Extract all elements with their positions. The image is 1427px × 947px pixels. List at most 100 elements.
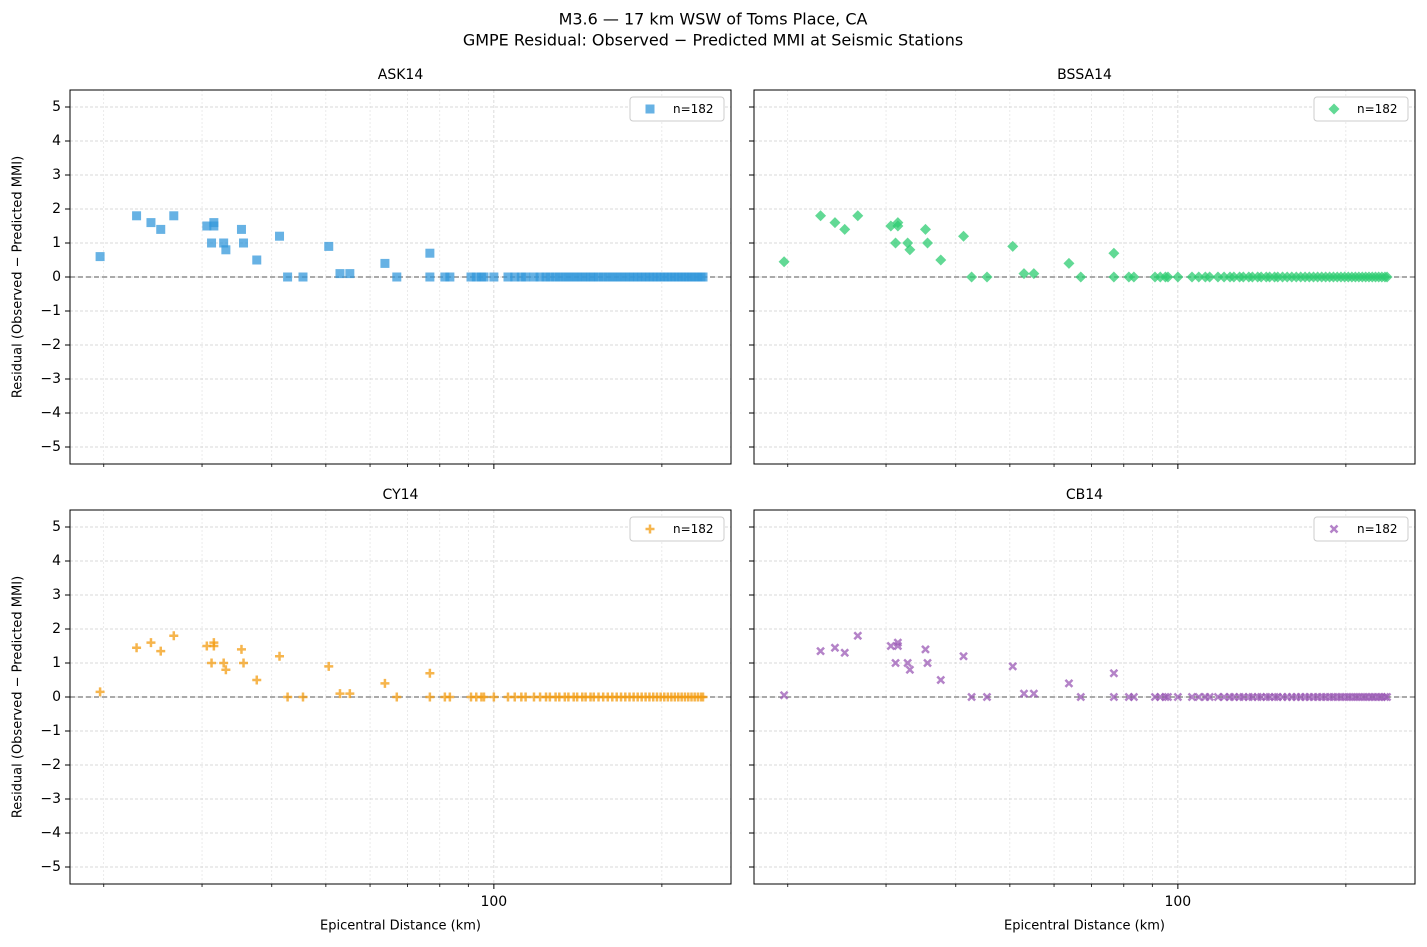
marker	[471, 272, 481, 282]
marker	[830, 643, 840, 653]
y-tick-label: −2	[40, 337, 61, 353]
marker	[169, 631, 179, 641]
marker	[275, 231, 285, 241]
marker	[958, 230, 970, 242]
marker	[95, 687, 105, 697]
marker	[1028, 268, 1040, 280]
y-tick-label: −1	[40, 303, 61, 319]
y-tick-label: −5	[40, 859, 61, 875]
marker	[207, 658, 217, 668]
legend-box	[629, 516, 725, 542]
marker	[489, 272, 499, 282]
marker	[839, 223, 851, 235]
marker	[335, 269, 345, 279]
marker	[380, 678, 390, 688]
axes-frame	[69, 509, 732, 885]
marker	[132, 643, 142, 653]
legend: n=182	[629, 516, 725, 542]
y-tick-label: 0	[52, 689, 61, 705]
marker	[1109, 668, 1119, 678]
marker	[95, 252, 105, 262]
marker	[598, 272, 608, 282]
marker	[1008, 662, 1018, 671]
marker	[1381, 271, 1393, 283]
legend-label: n=182	[1357, 102, 1398, 116]
marker	[221, 245, 231, 255]
x-axis-label: Epicentral Distance (km)	[1004, 919, 1165, 934]
y-tick-label: −3	[40, 791, 61, 807]
legend-marker	[1329, 524, 1339, 534]
marker	[904, 244, 916, 256]
marker	[392, 272, 402, 282]
marker	[1128, 271, 1140, 283]
marker	[1205, 692, 1215, 702]
legend-label: n=182	[673, 522, 714, 536]
legend: n=182	[629, 96, 725, 122]
marker	[169, 211, 179, 221]
x-tick-label: 100	[480, 894, 507, 910]
marker	[1063, 257, 1075, 269]
axes-frame	[69, 89, 732, 465]
marker	[603, 272, 613, 282]
marker	[982, 692, 992, 702]
marker	[529, 272, 539, 282]
marker	[202, 221, 212, 231]
y-tick-label: −5	[40, 439, 61, 455]
marker	[132, 211, 142, 221]
subplot-title: ASK14	[378, 67, 424, 83]
marker	[425, 692, 435, 702]
marker	[1108, 247, 1120, 259]
marker	[852, 210, 864, 222]
marker	[840, 648, 850, 658]
y-tick-label: −4	[40, 405, 61, 421]
marker	[893, 641, 903, 651]
x-tick-label: 100	[1164, 894, 1191, 910]
marker	[1075, 271, 1087, 283]
legend-marker	[645, 104, 655, 114]
marker	[1076, 692, 1086, 702]
marker	[1109, 692, 1119, 702]
marker	[207, 238, 217, 248]
legend-box	[1313, 96, 1409, 122]
marker	[563, 272, 573, 282]
subplot: CY14 100 −5 −4 −3 −2 −1 0 1 2 3 4 5 Epicentral Distan…	[11, 487, 732, 934]
y-tick-label: 3	[52, 167, 61, 183]
marker	[589, 272, 599, 282]
y-tick-label: 3	[52, 587, 61, 603]
marker	[1173, 692, 1183, 702]
figure-title: M3.6 — 17 km WSW of Toms Place, CA	[559, 10, 868, 29]
marker	[816, 646, 825, 656]
marker	[283, 272, 293, 282]
marker	[1019, 689, 1029, 698]
marker	[967, 692, 976, 702]
marker	[445, 272, 455, 282]
marker	[221, 665, 231, 675]
marker	[1194, 692, 1204, 702]
y-tick-label: −1	[40, 723, 61, 739]
marker	[935, 254, 947, 266]
marker	[392, 692, 402, 702]
marker	[146, 218, 156, 228]
marker	[298, 272, 308, 282]
marker	[146, 638, 156, 648]
marker	[335, 689, 345, 699]
marker	[236, 224, 246, 234]
marker	[239, 238, 249, 248]
marker	[209, 221, 219, 231]
y-tick-label: 5	[52, 519, 61, 535]
y-tick-label: −2	[40, 757, 61, 773]
marker	[1007, 240, 1019, 252]
legend-box	[629, 96, 725, 122]
subplot-title: BSSA14	[1057, 67, 1112, 83]
marker	[981, 271, 993, 283]
y-tick-label: 4	[52, 553, 61, 569]
marker	[1382, 692, 1392, 702]
marker	[324, 661, 334, 671]
subplot: BSSA14 n=182	[749, 67, 1416, 469]
figure-subtitle: GMPE Residual: Observed − Predicted MMI …	[463, 31, 963, 50]
y-axis-label: Residual (Observed − Predicted MMI)	[11, 156, 26, 398]
y-tick-label: 2	[52, 621, 61, 637]
marker	[503, 272, 513, 282]
marker	[903, 658, 913, 668]
legend-marker	[645, 524, 655, 534]
